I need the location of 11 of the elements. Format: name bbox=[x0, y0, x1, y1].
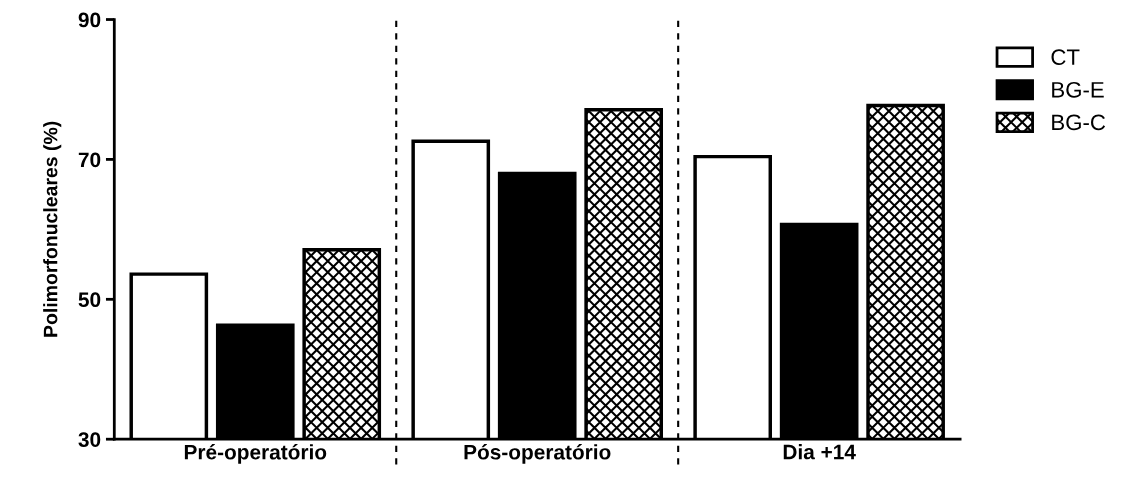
y-tick-label: 50 bbox=[78, 292, 101, 308]
y-axis-title: Polimorfonucleares (%) bbox=[43, 121, 62, 337]
x-tick-label: Dia +14 bbox=[783, 444, 856, 460]
x-tick-label: Pré-operatório bbox=[184, 444, 327, 464]
y-tick-label: 70 bbox=[78, 152, 101, 168]
legend-label: BG-C bbox=[1052, 114, 1106, 131]
x-tick-label: Pós-operatório bbox=[464, 444, 611, 464]
legend-label: BG-E bbox=[1052, 81, 1104, 98]
y-tick-label: 90 bbox=[78, 12, 101, 28]
legend-label: CT bbox=[1051, 49, 1080, 66]
y-tick-label: 30 bbox=[78, 432, 101, 447]
